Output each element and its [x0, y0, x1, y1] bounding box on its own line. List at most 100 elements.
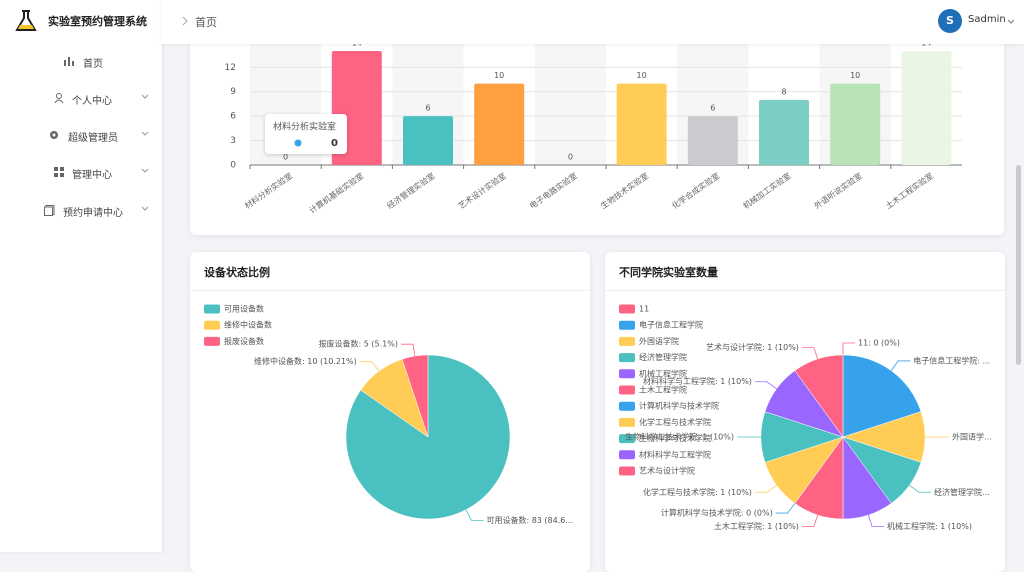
y-tick-label: 0	[230, 161, 236, 171]
x-tick-label: 电子电路实验室	[527, 170, 579, 210]
legend-swatch	[619, 385, 635, 395]
y-tick-label: 3	[230, 136, 236, 146]
slice-label: 可用设备数: 83 (84.6...	[486, 515, 573, 525]
slice-label: 经济管理学院...	[934, 487, 990, 497]
menu-icon	[64, 57, 74, 66]
user-name[interactable]: Sadmin	[968, 14, 1006, 25]
leader-line	[465, 509, 484, 521]
data-label: 10	[637, 71, 647, 80]
chevron	[141, 168, 149, 173]
bar	[901, 51, 952, 165]
sidebar: 实验室预约管理系统 首页 个人中心 超级管理员 管理中心 预约申请中心	[0, 0, 162, 552]
menu-icon	[54, 93, 64, 103]
slice-label: 报废设备数: 5 (5.1%)	[319, 339, 398, 349]
legend-label: 经济管理学院	[639, 352, 687, 362]
menu-icon	[54, 167, 64, 177]
slice-label: 外国语学...	[952, 432, 992, 442]
legend-swatch	[619, 417, 635, 427]
avatar[interactable]: S	[938, 9, 962, 33]
bar	[830, 83, 881, 165]
x-tick-label: 经济管理实验室	[385, 170, 437, 210]
leader-line	[801, 347, 819, 360]
data-label: 8	[781, 87, 786, 96]
x-tick-label: 计算机基础实验室	[307, 170, 365, 215]
data-label: 10	[850, 71, 860, 80]
data-label: 0	[283, 153, 288, 162]
leader-line	[754, 484, 777, 493]
menu-item[interactable]: 管理中心	[0, 163, 162, 183]
breadcrumb[interactable]: 首页	[195, 16, 217, 29]
menu-item[interactable]: 个人中心	[0, 89, 162, 109]
legend-swatch	[619, 304, 635, 314]
slice-label: 机械工程学院: 1 (10%)	[887, 521, 972, 531]
menu-label: 首页	[83, 59, 103, 70]
legend-label: 可用设备数	[224, 304, 264, 314]
legend-swatch	[204, 304, 220, 314]
chevron	[141, 94, 149, 99]
scrollbar[interactable]	[1016, 165, 1021, 365]
legend-swatch	[619, 466, 635, 476]
legend-label: 化学工程与技术学院	[639, 417, 711, 427]
x-tick-label: 材料分析实验室	[243, 170, 295, 210]
data-label: 10	[494, 71, 504, 80]
bar	[687, 116, 738, 165]
bar-background	[534, 41, 606, 165]
leader-line	[359, 361, 380, 372]
menu-label: 个人中心	[72, 96, 112, 107]
chevron	[141, 206, 149, 211]
leader-line	[400, 343, 416, 357]
divider	[190, 290, 590, 291]
y-tick-label: 9	[230, 87, 236, 97]
menu-label: 预约申请中心	[63, 208, 123, 219]
legend-swatch	[619, 434, 635, 444]
data-label: 6	[710, 104, 715, 113]
legend-label: 艺术与设计学院	[639, 466, 695, 476]
leader-line	[842, 342, 855, 355]
legend-label: 计算机科学与技术学院	[639, 401, 719, 411]
menu-icon	[50, 131, 58, 139]
tooltip	[265, 114, 347, 154]
legend-swatch	[619, 369, 635, 379]
menu-icon	[44, 205, 55, 216]
breadcrumb-arrow	[182, 16, 188, 26]
legend-label: 电子信息工程学院	[639, 320, 703, 330]
slice-label: 土木工程学院: 1 (10%)	[714, 521, 799, 531]
card-title: 设备状态比例	[204, 266, 270, 279]
leader-line	[754, 381, 777, 390]
legend-label: 材料科学与工程学院	[639, 449, 711, 459]
card-title: 不同学院实验室数量	[619, 266, 718, 279]
x-tick-label: 机械加工实验室	[741, 170, 793, 210]
leader-line	[801, 514, 819, 527]
bar	[616, 83, 667, 165]
menu-item[interactable]: 预约申请中心	[0, 201, 162, 221]
legend-label: 11	[639, 305, 649, 314]
leader-line	[890, 360, 911, 371]
slice-label: 11: 0 (0%)	[858, 339, 900, 348]
bar	[474, 83, 525, 165]
tooltip-value: 0	[331, 138, 338, 149]
legend-swatch	[204, 336, 220, 346]
leader-line	[867, 514, 885, 527]
bar	[403, 116, 453, 165]
data-label: 6	[425, 104, 430, 113]
slice-label: 电子信息工程学院: ...	[913, 355, 990, 365]
menu-item[interactable]: 超级管理员	[0, 126, 162, 146]
x-tick-label: 外语听说实验室	[812, 170, 864, 210]
divider	[605, 290, 1005, 291]
legend-label: 机械工程学院	[639, 368, 687, 378]
legend-label: 生物科学与技术学院	[639, 433, 711, 443]
pie-slice	[794, 354, 844, 438]
app-title: 实验室预约管理系统	[48, 15, 147, 28]
data-label: 0	[568, 153, 573, 162]
legend-swatch	[619, 320, 635, 330]
legend-swatch	[619, 401, 635, 411]
menu-item[interactable]: 首页	[0, 52, 162, 72]
x-tick-label: 化学合成实验室	[670, 170, 722, 210]
legend-label: 外国语学院	[639, 336, 679, 346]
x-tick-label: 土木工程实验室	[883, 170, 935, 210]
tooltip-title: 材料分析实验室	[273, 121, 336, 133]
legend-swatch	[619, 353, 635, 363]
slice-label: 化学工程与技术学院: 1 (10%)	[643, 487, 752, 497]
x-tick-label: 艺术设计实验室	[456, 170, 508, 210]
y-tick-label: 12	[225, 63, 236, 73]
